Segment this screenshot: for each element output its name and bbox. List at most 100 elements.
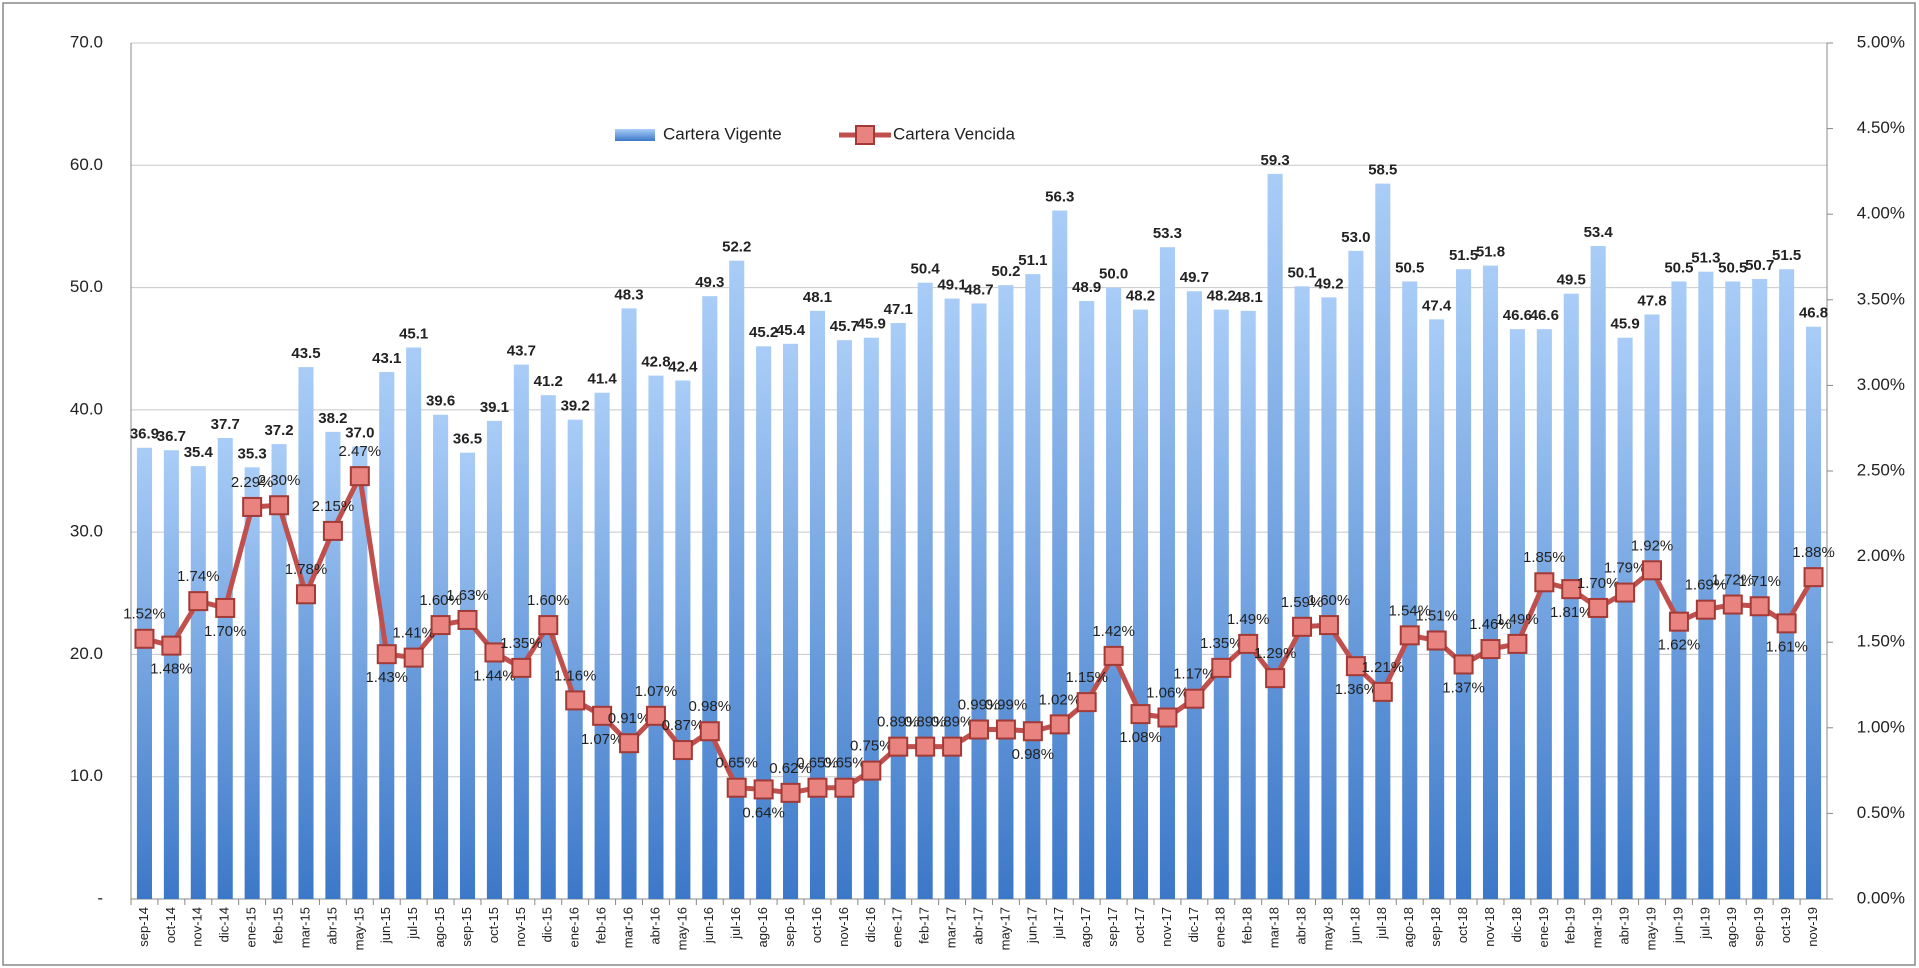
bar bbox=[648, 375, 664, 899]
marker bbox=[242, 496, 263, 517]
bar bbox=[1294, 286, 1310, 899]
marker bbox=[269, 495, 290, 516]
bar bbox=[567, 419, 583, 899]
y2-tick-label: 0.50% bbox=[1857, 803, 1905, 822]
marker bbox=[1749, 596, 1770, 617]
bar bbox=[971, 303, 987, 899]
bar-label: 37.7 bbox=[211, 416, 240, 433]
bar-label: 48.3 bbox=[614, 286, 643, 303]
line-label: 0.99% bbox=[958, 696, 1001, 713]
bar-label: 38.2 bbox=[318, 410, 347, 427]
bar-label: 50.5 bbox=[1395, 259, 1424, 276]
marker bbox=[1211, 657, 1232, 678]
bar bbox=[540, 395, 556, 899]
marker bbox=[1103, 645, 1124, 666]
line-label: 1.37% bbox=[1442, 679, 1485, 696]
line-label: 1.35% bbox=[500, 635, 543, 652]
bar bbox=[594, 392, 610, 899]
bar-label: 45.9 bbox=[1610, 316, 1639, 333]
marker bbox=[1695, 599, 1716, 620]
x-tick-label: sep-18 bbox=[1428, 907, 1443, 947]
marker bbox=[726, 777, 747, 798]
x-tick-label: ago-15 bbox=[432, 907, 447, 947]
y2-tick-label: 1.00% bbox=[1857, 717, 1905, 736]
x-tick-label: oct-17 bbox=[1132, 907, 1147, 943]
bar-label: 46.8 bbox=[1799, 305, 1828, 322]
bar bbox=[513, 364, 529, 899]
line-label: 0.75% bbox=[850, 738, 893, 755]
bar bbox=[1348, 250, 1364, 899]
bar bbox=[675, 380, 691, 900]
bar bbox=[1402, 281, 1418, 899]
bar bbox=[1752, 279, 1768, 899]
x-tick-label: ene-17 bbox=[890, 907, 905, 947]
marker bbox=[1615, 582, 1636, 603]
x-tick-label: ene-16 bbox=[567, 907, 582, 947]
line-label: 0.89% bbox=[931, 714, 974, 731]
bar-label: 36.5 bbox=[453, 431, 482, 448]
marker bbox=[1292, 616, 1313, 637]
x-tick-label: jul-17 bbox=[1051, 907, 1066, 940]
marker bbox=[403, 647, 424, 668]
line-label: 0.64% bbox=[742, 804, 785, 821]
marker bbox=[753, 779, 774, 800]
x-tick-label: ago-16 bbox=[755, 907, 770, 947]
line-label: 1.07% bbox=[635, 683, 678, 700]
bar bbox=[1698, 271, 1714, 899]
bar bbox=[1536, 329, 1552, 899]
x-tick-label: nov-19 bbox=[1805, 907, 1820, 947]
marker bbox=[1022, 721, 1043, 742]
line-label: 1.70% bbox=[204, 623, 247, 640]
marker bbox=[834, 777, 855, 798]
bar bbox=[433, 414, 449, 899]
bar bbox=[890, 323, 906, 899]
line-label: 1.35% bbox=[1200, 635, 1243, 652]
marker bbox=[995, 719, 1016, 740]
bar bbox=[1159, 247, 1175, 899]
x-tick-label: may-19 bbox=[1643, 907, 1658, 950]
marker bbox=[969, 719, 989, 740]
line-label: 0.99% bbox=[985, 696, 1028, 713]
bar bbox=[1132, 309, 1149, 899]
marker bbox=[780, 782, 801, 803]
bar bbox=[809, 310, 826, 899]
bar-label: 45.1 bbox=[399, 325, 428, 342]
x-tick-label: ene-18 bbox=[1213, 907, 1228, 947]
line-label: 1.15% bbox=[1065, 669, 1108, 686]
bar bbox=[621, 308, 637, 899]
bar bbox=[190, 466, 206, 899]
bar bbox=[352, 446, 368, 899]
line-label: 1.60% bbox=[527, 592, 570, 609]
line-label: 2.30% bbox=[258, 472, 301, 489]
marker bbox=[807, 777, 828, 798]
line-label: 1.16% bbox=[554, 667, 597, 684]
marker bbox=[188, 591, 209, 612]
bar-label: 48.1 bbox=[803, 289, 832, 306]
x-tick-label: dic-18 bbox=[1509, 907, 1524, 942]
bar bbox=[756, 346, 772, 900]
x-tick-label: abr-15 bbox=[324, 907, 339, 945]
bar bbox=[1106, 287, 1122, 900]
bar-label: 35.4 bbox=[184, 444, 214, 461]
bar bbox=[1590, 245, 1606, 900]
marker bbox=[511, 657, 532, 678]
line-label: 1.07% bbox=[581, 731, 624, 748]
line-label: 1.79% bbox=[1604, 560, 1647, 577]
marker bbox=[1049, 714, 1070, 735]
bar-label: 35.3 bbox=[238, 445, 267, 462]
line-label: 1.88% bbox=[1792, 544, 1835, 561]
line-label: 1.78% bbox=[285, 561, 328, 578]
marker bbox=[484, 642, 505, 663]
marker bbox=[645, 705, 666, 726]
bar-label: 45.2 bbox=[749, 324, 778, 341]
line-label: 1.62% bbox=[1658, 637, 1701, 654]
y-tick-label: 70.0 bbox=[70, 32, 103, 51]
line-label: 0.98% bbox=[689, 698, 732, 715]
x-tick-label: feb-18 bbox=[1240, 907, 1255, 944]
bar bbox=[1779, 269, 1795, 899]
bar-label: 53.3 bbox=[1153, 225, 1182, 242]
bar-label: 39.6 bbox=[426, 393, 455, 410]
x-tick-label: ago-17 bbox=[1078, 907, 1093, 947]
x-tick-label: oct-19 bbox=[1778, 907, 1793, 943]
